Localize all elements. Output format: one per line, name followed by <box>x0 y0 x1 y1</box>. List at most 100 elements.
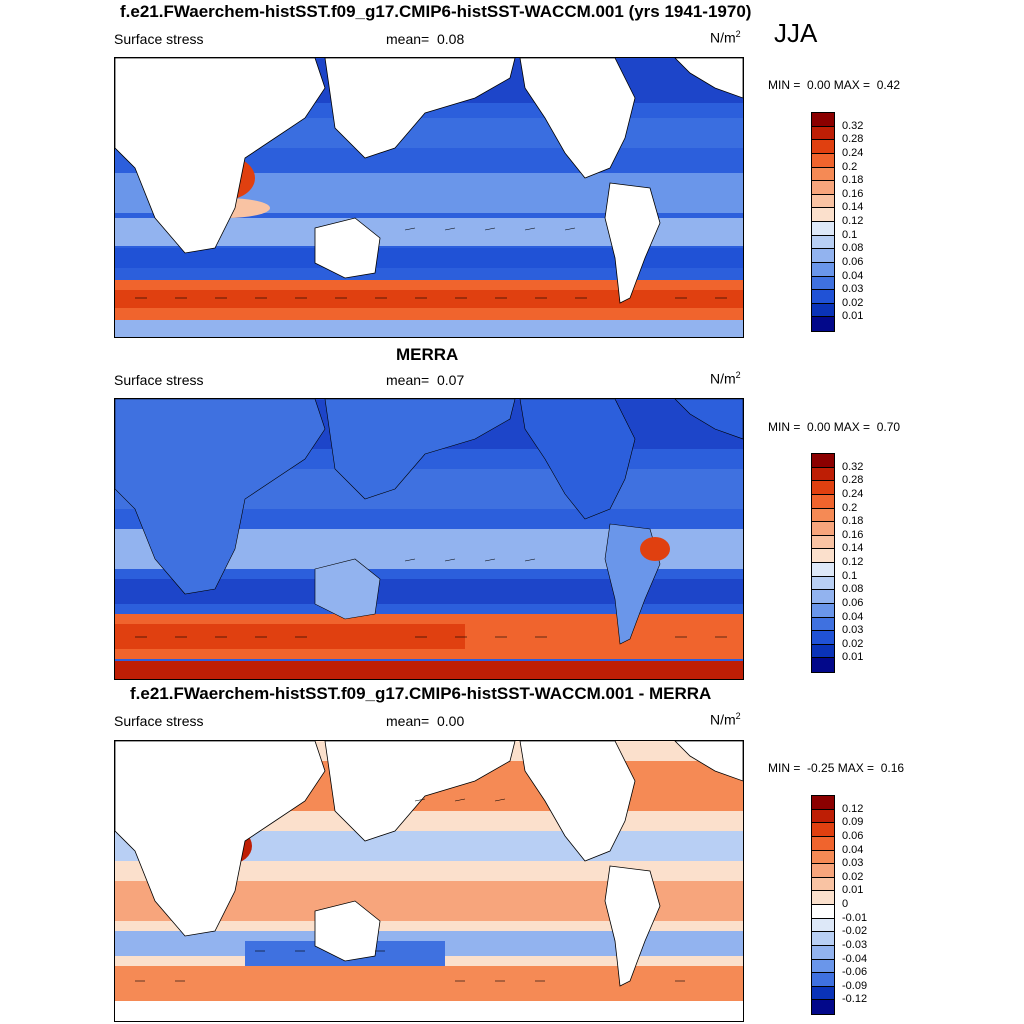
antarctic-band <box>115 1001 743 1021</box>
colorbar-level-label: 0.02 <box>842 870 864 883</box>
south-america-landmass <box>604 182 661 304</box>
panel-1-min-value: 0.00 <box>807 78 831 92</box>
australia-landmass <box>314 217 381 279</box>
panel-1-title: f.e21.FWaerchem-histSST.f09_g17.CMIP6-hi… <box>120 2 752 21</box>
panel-3-min-value: -0.25 <box>807 761 835 775</box>
colorbar-swatch <box>812 809 834 824</box>
colorbar-swatch <box>812 850 834 865</box>
panel-1-colorbar <box>811 112 835 332</box>
colorbar-level-label: 0.2 <box>842 160 858 173</box>
panel-3-colorbar-labels: 0.12 0.09 0.06 0.04 0.03 0.02 0.01 0 -0.01 -0.02-… <box>842 795 902 1015</box>
colorbar-swatch <box>812 905 834 919</box>
wind-vectors <box>135 798 685 982</box>
panel-2-units: N/m2 <box>710 370 741 387</box>
colorbar-level-label: 0.01 <box>842 884 864 897</box>
colorbar-level-label: 0.16 <box>842 528 864 541</box>
colorbar-swatch <box>812 796 834 810</box>
colorbar-swatch <box>812 235 834 250</box>
colorbar-level-label: -0.02 <box>842 925 868 938</box>
colorbar-swatch <box>812 836 834 851</box>
colorbar-level-label: 0.01 <box>842 651 864 664</box>
colorbar-swatch <box>812 603 834 618</box>
southern-ocean-positive-band <box>115 966 743 1001</box>
africa-eurasia-landmass <box>115 399 326 595</box>
panel-2-max-label: MAX = <box>833 420 871 434</box>
colorbar-swatch <box>812 153 834 168</box>
panel-1-mean-value: 0.08 <box>436 31 465 47</box>
panel-3-max-value: 0.16 <box>880 761 905 775</box>
africa-eurasia-landmass <box>115 741 326 937</box>
antarctic-band <box>115 320 743 337</box>
colorbar-level-label: 0.04 <box>842 843 864 856</box>
colorbar-swatch <box>812 303 834 318</box>
colorbar-level-label: 0.14 <box>842 201 864 214</box>
colorbar-level-label: 0.03 <box>842 857 864 870</box>
colorbar-level-label: 0.06 <box>842 829 864 842</box>
colorbar-level-label: 0.28 <box>842 474 864 487</box>
colorbar-swatch <box>812 959 834 974</box>
colorbar-swatch <box>812 262 834 277</box>
australia-landmass <box>314 900 381 962</box>
panel-1-max-label: MAX = <box>833 78 871 92</box>
panel-3-map-svg <box>115 741 743 1021</box>
colorbar-swatch <box>812 864 834 878</box>
panel-3-units-base: N/m <box>710 711 736 728</box>
panel-1-colorbar-labels: 0.32 0.28 0.24 0.2 0.18 0.16 0.14 0.12 0.1 0.08 0.… <box>842 112 902 332</box>
colorbar-swatch <box>812 932 834 946</box>
asia-landmass <box>324 741 516 842</box>
panel-2-max-value: 0.70 <box>876 420 901 434</box>
colorbar-swatch <box>812 973 834 987</box>
panel-2-colorbar-labels: 0.32 0.28 0.24 0.2 0.18 0.16 0.14 0.12 0.1 0.08 0.… <box>842 453 902 673</box>
colorbar-swatch <box>812 945 834 960</box>
north-america-landmass <box>519 741 636 862</box>
colorbar-level-label: 0.32 <box>842 460 864 473</box>
panel-1-units-base: N/m <box>710 29 736 46</box>
colorbar-swatch <box>812 126 834 141</box>
wind-vectors <box>135 227 727 299</box>
south-america-landmass <box>604 865 661 987</box>
panel-3-minmax: MIN = -0.25 MAX = 0.16 <box>768 761 904 775</box>
panel-2-map <box>114 398 744 680</box>
colorbar-swatch <box>812 140 834 154</box>
panel-3-variable-label: Surface stress <box>114 713 204 729</box>
colorbar-swatch <box>812 467 834 482</box>
colorbar-swatch <box>812 222 834 236</box>
colorbar-swatch <box>812 181 834 195</box>
colorbar-level-label: 0.12 <box>842 802 864 815</box>
colorbar-level-label: 0.04 <box>842 610 864 623</box>
europe-landmass <box>674 58 743 99</box>
europe-landmass <box>674 741 743 782</box>
panel-1-map-svg <box>115 58 743 337</box>
colorbar-level-label: -0.09 <box>842 979 868 992</box>
africa-eurasia-landmass <box>115 58 326 254</box>
panel-3-units-exp: 2 <box>735 711 741 721</box>
south-america-hotspot <box>640 537 670 561</box>
panel-2-units-exp: 2 <box>735 370 741 380</box>
colorbar-swatch <box>812 563 834 577</box>
colorbar-level-label: -0.01 <box>842 911 868 924</box>
panel-2-min-value: 0.00 <box>807 420 831 434</box>
colorbar-level-label: 0.18 <box>842 174 864 187</box>
colorbar-swatch <box>812 918 834 933</box>
colorbar-level-label: 0.2 <box>842 501 858 514</box>
colorbar-swatch <box>812 617 834 632</box>
colorbar-level-label: 0.06 <box>842 255 864 268</box>
panel-1-units-exp: 2 <box>735 29 741 39</box>
colorbar-level-label: 0.02 <box>842 296 864 309</box>
colorbar-swatch <box>812 208 834 222</box>
antarctic-band <box>115 661 743 679</box>
colorbar-swatch <box>812 1000 834 1014</box>
panel-1-minmax: MIN = 0.00 MAX = 0.42 <box>768 78 900 92</box>
panel-3-title: f.e21.FWaerchem-histSST.f09_g17.CMIP6-hi… <box>130 684 712 703</box>
colorbar-level-label: 0.06 <box>842 596 864 609</box>
colorbar-swatch <box>812 590 834 604</box>
colorbar-swatch <box>812 454 834 468</box>
southern-ocean-core <box>115 290 743 308</box>
colorbar-level-label: 0.32 <box>842 119 864 132</box>
colorbar-swatch <box>812 276 834 291</box>
panel-2-colorbar <box>811 453 835 673</box>
colorbar-swatch <box>812 249 834 263</box>
colorbar-swatch <box>812 823 834 837</box>
panel-3-min-label: MIN = <box>768 761 801 775</box>
panel-2-min-label: MIN = <box>768 420 801 434</box>
